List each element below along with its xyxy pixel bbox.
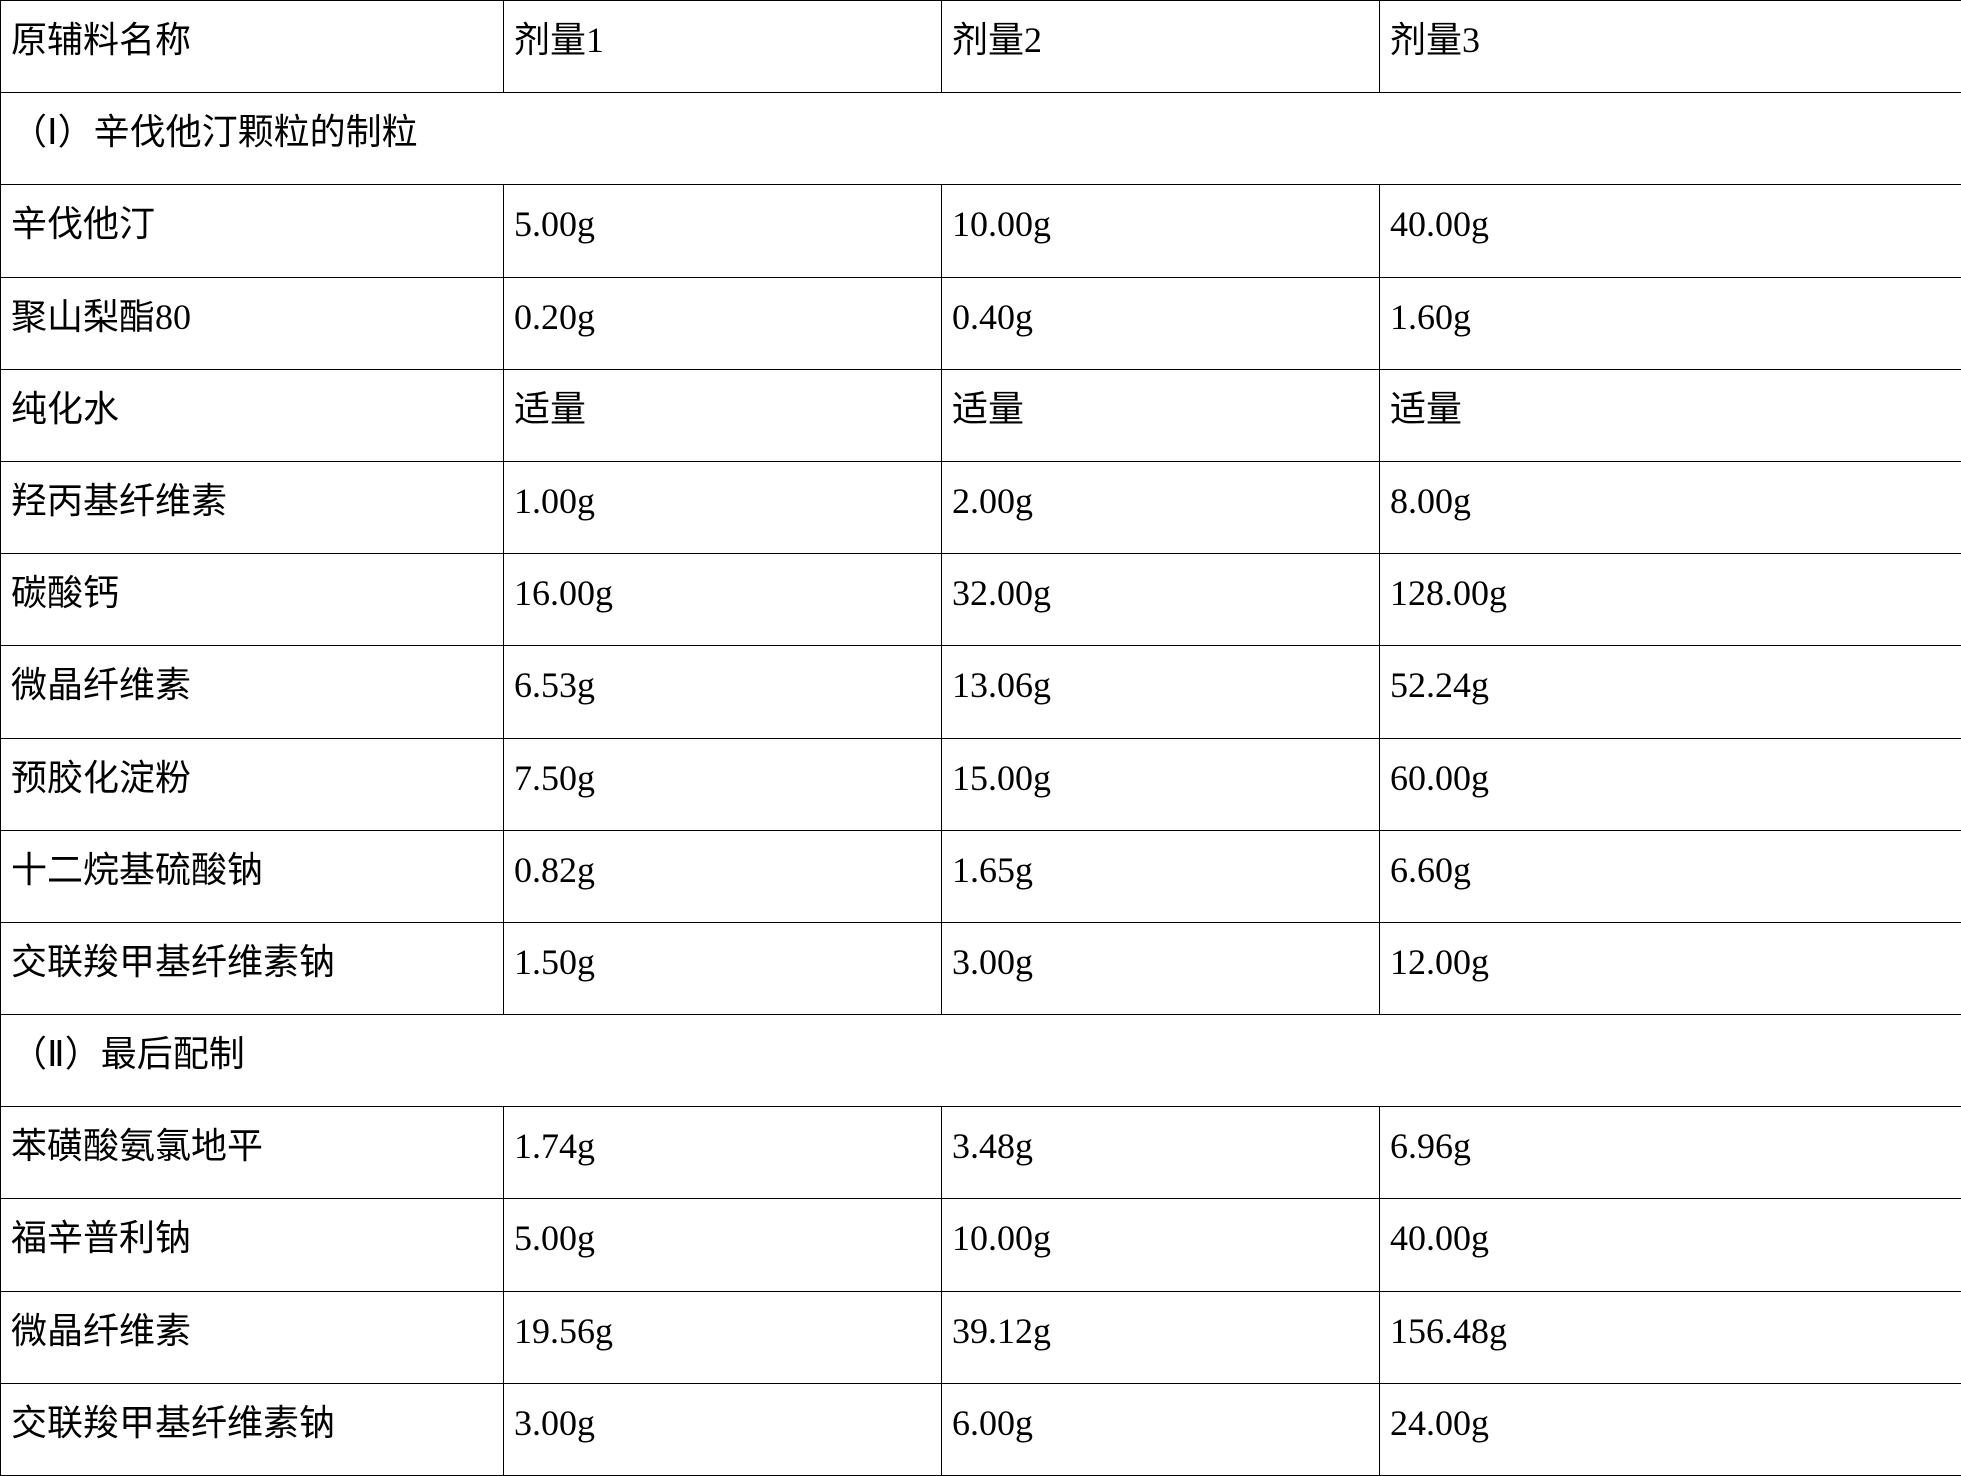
cell-dose1: 5.00g: [504, 185, 942, 277]
table-row: 辛伐他汀 5.00g 10.00g 40.00g: [1, 185, 1961, 277]
table-row: 十二烷基硫酸钠 0.82g 1.65g 6.60g: [1, 830, 1961, 922]
cell-name: 羟丙基纤维素: [1, 461, 504, 553]
table-row: 微晶纤维素 19.56g 39.12g 156.48g: [1, 1291, 1961, 1383]
cell-dose3: 1.60g: [1380, 277, 1961, 369]
cell-dose3: 适量: [1380, 369, 1961, 461]
cell-dose1: 16.00g: [504, 554, 942, 646]
cell-dose2: 15.00g: [942, 738, 1380, 830]
cell-name: 微晶纤维素: [1, 646, 504, 738]
cell-dose2: 3.48g: [942, 1107, 1380, 1199]
cell-dose3: 8.00g: [1380, 461, 1961, 553]
cell-name: 聚山梨酯80: [1, 277, 504, 369]
col-header-dose3: 剂量3: [1380, 1, 1961, 93]
table-row: 聚山梨酯80 0.20g 0.40g 1.60g: [1, 277, 1961, 369]
cell-dose3: 12.00g: [1380, 922, 1961, 1014]
table-row: 羟丙基纤维素 1.00g 2.00g 8.00g: [1, 461, 1961, 553]
section2-header-row: （Ⅱ）最后配制: [1, 1015, 1961, 1107]
cell-name: 碳酸钙: [1, 554, 504, 646]
cell-name: 预胶化淀粉: [1, 738, 504, 830]
cell-dose1: 1.50g: [504, 922, 942, 1014]
cell-name: 辛伐他汀: [1, 185, 504, 277]
cell-dose3: 40.00g: [1380, 1199, 1961, 1291]
section2-header-cell: （Ⅱ）最后配制: [1, 1015, 1961, 1107]
cell-name: 交联羧甲基纤维素钠: [1, 922, 504, 1014]
cell-dose1: 6.53g: [504, 646, 942, 738]
section1-header-cell: （Ⅰ）辛伐他汀颗粒的制粒: [1, 93, 1961, 185]
table-row: 交联羧甲基纤维素钠 3.00g 6.00g 24.00g: [1, 1383, 1961, 1475]
col-header-dose1: 剂量1: [504, 1, 942, 93]
formulation-table: 原辅料名称 剂量1 剂量2 剂量3 （Ⅰ）辛伐他汀颗粒的制粒 辛伐他汀 5.00…: [0, 0, 1961, 1476]
cell-dose3: 6.60g: [1380, 830, 1961, 922]
cell-dose2: 39.12g: [942, 1291, 1380, 1383]
cell-dose1: 1.74g: [504, 1107, 942, 1199]
cell-dose1: 0.82g: [504, 830, 942, 922]
cell-dose3: 52.24g: [1380, 646, 1961, 738]
table-row: 预胶化淀粉 7.50g 15.00g 60.00g: [1, 738, 1961, 830]
col-header-dose2: 剂量2: [942, 1, 1380, 93]
cell-dose2: 0.40g: [942, 277, 1380, 369]
table-body: 原辅料名称 剂量1 剂量2 剂量3 （Ⅰ）辛伐他汀颗粒的制粒 辛伐他汀 5.00…: [1, 1, 1961, 1476]
table-row: 碳酸钙 16.00g 32.00g 128.00g: [1, 554, 1961, 646]
cell-dose3: 6.96g: [1380, 1107, 1961, 1199]
table-row: 纯化水 适量 适量 适量: [1, 369, 1961, 461]
cell-dose2: 6.00g: [942, 1383, 1380, 1475]
col-header-name: 原辅料名称: [1, 1, 504, 93]
table-row: 福辛普利钠 5.00g 10.00g 40.00g: [1, 1199, 1961, 1291]
table-row: 苯磺酸氨氯地平 1.74g 3.48g 6.96g: [1, 1107, 1961, 1199]
cell-name: 苯磺酸氨氯地平: [1, 1107, 504, 1199]
cell-name: 十二烷基硫酸钠: [1, 830, 504, 922]
cell-dose2: 10.00g: [942, 1199, 1380, 1291]
cell-dose2: 2.00g: [942, 461, 1380, 553]
section1-header-row: （Ⅰ）辛伐他汀颗粒的制粒: [1, 93, 1961, 185]
cell-name: 微晶纤维素: [1, 1291, 504, 1383]
cell-dose2: 13.06g: [942, 646, 1380, 738]
cell-dose2: 10.00g: [942, 185, 1380, 277]
cell-dose1: 1.00g: [504, 461, 942, 553]
cell-dose2: 32.00g: [942, 554, 1380, 646]
cell-dose3: 60.00g: [1380, 738, 1961, 830]
cell-dose2: 适量: [942, 369, 1380, 461]
cell-dose3: 156.48g: [1380, 1291, 1961, 1383]
cell-name: 纯化水: [1, 369, 504, 461]
cell-name: 福辛普利钠: [1, 1199, 504, 1291]
cell-dose1: 0.20g: [504, 277, 942, 369]
table-row: 微晶纤维素 6.53g 13.06g 52.24g: [1, 646, 1961, 738]
cell-dose2: 3.00g: [942, 922, 1380, 1014]
cell-dose2: 1.65g: [942, 830, 1380, 922]
table-row: 交联羧甲基纤维素钠 1.50g 3.00g 12.00g: [1, 922, 1961, 1014]
table-header-row: 原辅料名称 剂量1 剂量2 剂量3: [1, 1, 1961, 93]
cell-dose3: 24.00g: [1380, 1383, 1961, 1475]
cell-dose1: 3.00g: [504, 1383, 942, 1475]
cell-dose1: 19.56g: [504, 1291, 942, 1383]
cell-name: 交联羧甲基纤维素钠: [1, 1383, 504, 1475]
cell-dose1: 7.50g: [504, 738, 942, 830]
cell-dose3: 40.00g: [1380, 185, 1961, 277]
cell-dose1: 5.00g: [504, 1199, 942, 1291]
cell-dose3: 128.00g: [1380, 554, 1961, 646]
cell-dose1: 适量: [504, 369, 942, 461]
